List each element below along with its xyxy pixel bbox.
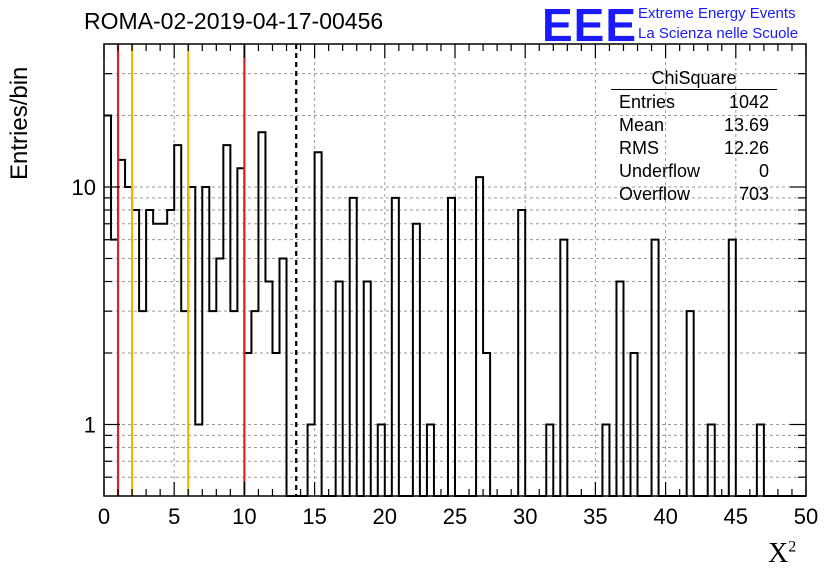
- stats-label: Underflow: [619, 161, 701, 181]
- eee-logo-text: Extreme Energy Events La Scienza nelle S…: [638, 4, 798, 44]
- stats-row-overflow: Overflow 703: [611, 183, 777, 206]
- histogram-bin: [364, 282, 371, 496]
- x-tick-label: 0: [98, 504, 110, 529]
- stats-label: Overflow: [619, 184, 691, 204]
- x-tick-label: 45: [724, 504, 748, 529]
- stats-value: 13.69: [723, 115, 769, 135]
- histogram-bin: [336, 282, 343, 496]
- stats-row-entries: Entries 1042: [611, 91, 777, 114]
- x-tick-label: 20: [373, 504, 397, 529]
- stats-box: ChiSquare Entries 1042 Mean 13.69 RMS 12.26…: [611, 68, 777, 206]
- histogram-bin: [160, 224, 167, 496]
- stats-row-rms: RMS 12.26: [611, 137, 777, 160]
- x-axis-label: X2: [768, 538, 796, 570]
- stats-row-underflow: Underflow 0: [611, 160, 777, 183]
- histogram-bin: [687, 311, 694, 496]
- histogram-bin: [315, 152, 322, 496]
- histogram-bin: [280, 258, 287, 496]
- x-tick-label: 10: [232, 504, 256, 529]
- histogram-bin: [652, 240, 659, 496]
- histogram-bin: [448, 198, 455, 496]
- histogram-bin: [104, 115, 111, 496]
- histogram-bin: [265, 282, 272, 496]
- histogram-bin: [476, 177, 483, 496]
- x-tick-label: 50: [794, 504, 818, 529]
- histogram-bin: [139, 311, 146, 496]
- histogram-bin: [251, 311, 258, 496]
- histogram-bin: [350, 198, 357, 496]
- x-tick-label: 15: [302, 504, 326, 529]
- histogram-bin: [616, 282, 623, 496]
- histogram-bin: [560, 240, 567, 496]
- logo-line-2: La Scienza nelle Scuole: [638, 25, 799, 42]
- stats-label: Mean: [619, 115, 665, 135]
- x-tick-label: 5: [168, 504, 180, 529]
- stats-value: 12.26: [723, 138, 769, 158]
- stats-label: Entries: [619, 92, 676, 112]
- histogram-bin: [216, 258, 223, 496]
- stats-title: ChiSquare: [611, 68, 777, 90]
- histogram-bin: [153, 224, 160, 496]
- x-tick-label: 35: [583, 504, 607, 529]
- eee-logo: EEE: [542, 0, 638, 51]
- histogram-bin: [202, 187, 209, 496]
- x-tick-label: 30: [513, 504, 537, 529]
- x-axis-label-base: X: [768, 538, 789, 569]
- x-tick-label: 40: [653, 504, 677, 529]
- x-tick-label: 25: [443, 504, 467, 529]
- stats-value: 0: [758, 161, 769, 181]
- histogram-bin: [209, 311, 216, 496]
- y-tick-label: 1: [84, 413, 96, 438]
- histogram-bin: [413, 224, 420, 496]
- stats-value: 1042: [728, 92, 769, 112]
- histogram-bin: [729, 240, 736, 496]
- stats-row-mean: Mean 13.69: [611, 114, 777, 137]
- histogram-bin: [392, 198, 399, 496]
- y-axis-label: Entries/bin: [6, 66, 33, 180]
- logo-line-1: Extreme Energy Events: [638, 5, 796, 22]
- chart-title: ROMA-02-2019-04-17-00456: [84, 8, 384, 34]
- stats-label: RMS: [619, 138, 659, 158]
- histogram-bin: [230, 311, 237, 496]
- x-axis-label-sup: 2: [788, 538, 797, 556]
- stats-value: 703: [738, 184, 769, 204]
- y-tick-label: 10: [72, 175, 96, 200]
